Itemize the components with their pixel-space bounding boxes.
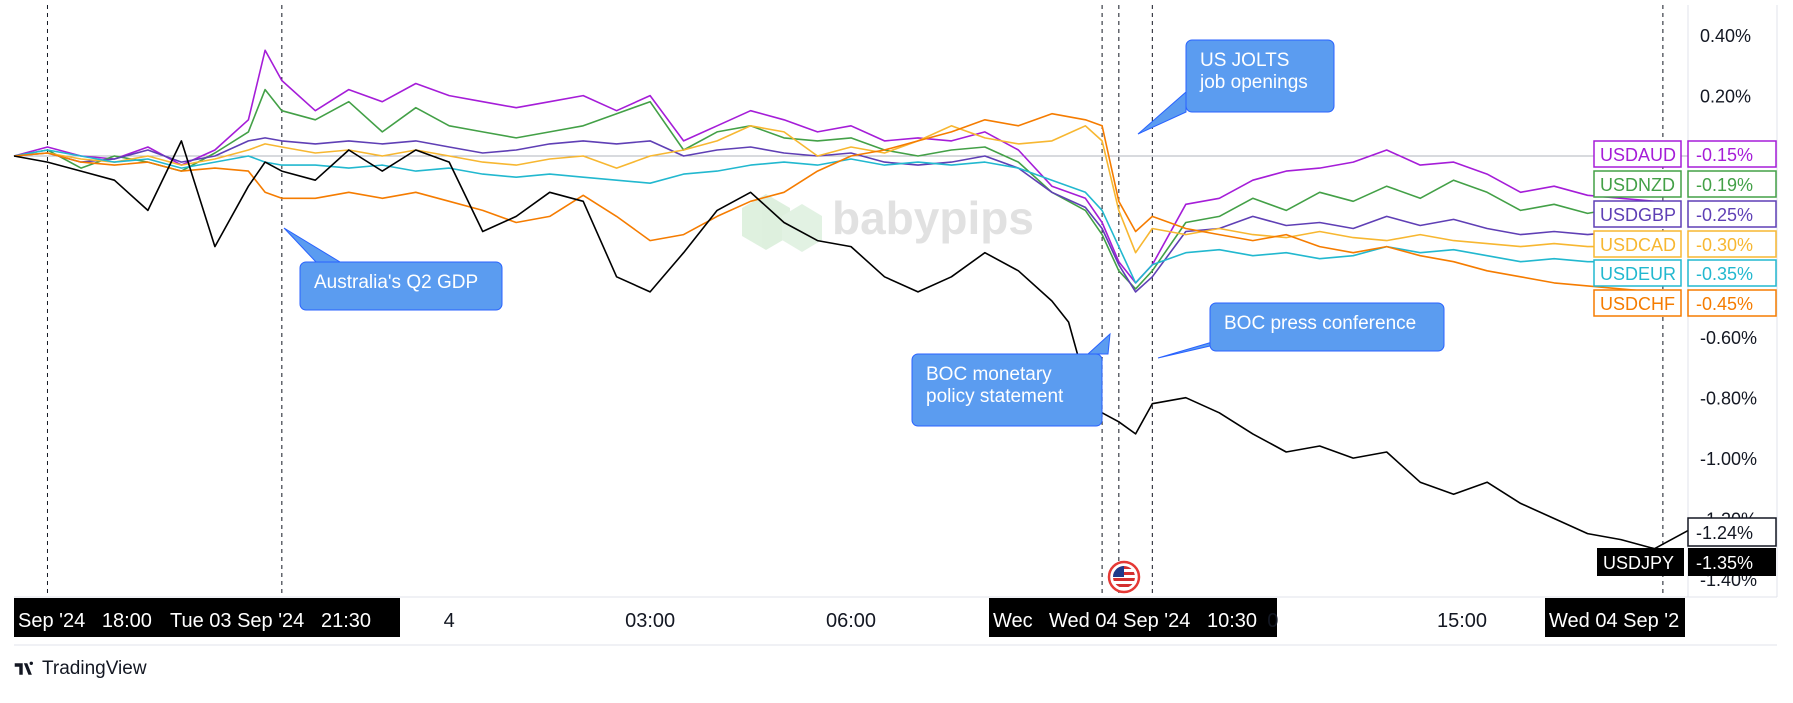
- watermark-text: babypips: [832, 192, 1034, 244]
- callout-boc-press[interactable]: BOC press conference: [1157, 302, 1445, 359]
- series-value-label: -0.25%: [1696, 205, 1753, 225]
- callout-text: US JOLTS: [1200, 50, 1289, 71]
- watermark: babypips: [742, 192, 1034, 252]
- x-tick-highlight-box: [1045, 598, 1277, 637]
- tradingview-logo-icon: [14, 661, 33, 675]
- series-line-usdeur: [13, 149, 1655, 284]
- x-tick-label: Wed 04 Sep '24 10:30: [1049, 610, 1257, 632]
- callout-box: [1185, 39, 1335, 113]
- series-name-box: [1593, 289, 1682, 317]
- series-value-label: -1.35%: [1696, 553, 1753, 573]
- series-line-usdchf: [13, 112, 1655, 293]
- series-name-label: USDAUD: [1600, 145, 1676, 165]
- x-tick-label: Sep '24 18:00: [18, 610, 152, 632]
- series-name-label: USDCHF: [1600, 294, 1675, 314]
- series-layer: [13, 49, 1689, 550]
- x-tick-label: Tue 03 Sep '24 21:30: [170, 610, 371, 632]
- callout-pointer: [283, 227, 342, 263]
- tradingview-brand[interactable]: TradingView: [14, 658, 147, 680]
- x-tick-label: 15:00: [1437, 610, 1487, 632]
- x-tick-highlight-box: [166, 598, 400, 637]
- series-value-label: -0.45%: [1696, 294, 1753, 314]
- series-value-box: [1687, 259, 1777, 287]
- series-line-usdjpy: [13, 140, 1689, 550]
- series-value-box: [1687, 230, 1777, 258]
- series-name-box: [1593, 200, 1682, 228]
- series-value-label: -0.15%: [1696, 145, 1753, 165]
- series-value-box: [1687, 170, 1777, 198]
- callout-text: BOC press conference: [1224, 313, 1416, 334]
- y-tick-label: 0.20%: [1700, 87, 1751, 107]
- callout-box: [299, 261, 503, 311]
- y-tick-label: -0.80%: [1700, 389, 1757, 409]
- x-tick-label: 0: [1267, 610, 1278, 632]
- series-value-box: [1687, 140, 1777, 168]
- callout-box: [911, 353, 1103, 427]
- series-name-label: USDJPY: [1603, 553, 1674, 573]
- y-tick-label: -1.00%: [1700, 449, 1757, 469]
- callout-box: [1209, 302, 1445, 352]
- grid-layer: [14, 5, 1778, 646]
- y-tick-label: 0.40%: [1700, 26, 1751, 46]
- watermark-logo-icon: [742, 194, 822, 252]
- callout-text: policy statement: [926, 386, 1064, 407]
- event-lines: [46, 5, 1664, 597]
- series-value-box: [1687, 289, 1777, 317]
- x-tick-label: 06:00: [826, 610, 876, 632]
- callout-pointer: [1086, 332, 1111, 355]
- last-price-box: [1687, 517, 1777, 547]
- series-name-label: USDCAD: [1600, 235, 1676, 255]
- series-line-usdnzd: [13, 88, 1655, 290]
- callout-text: Australia's Q2 GDP: [314, 272, 478, 293]
- tradingview-name: TradingView: [42, 658, 147, 679]
- axes: 0.40%0.20%-0.60%-0.80%-1.00%-1.20%-1.40%…: [14, 26, 1777, 637]
- series-name-box: [1593, 140, 1682, 168]
- x-tick-label: 4: [444, 610, 455, 632]
- series-line-usdcad: [13, 125, 1655, 254]
- series-name-box: [1593, 230, 1682, 258]
- x-tick-label: Wed 04 Sep '2: [1549, 610, 1679, 632]
- y-tick-label: -0.60%: [1700, 328, 1757, 348]
- series-line-usdgbp: [13, 137, 1655, 293]
- x-tick-label: 03:00: [625, 610, 675, 632]
- series-name-label: USDGBP: [1600, 205, 1676, 225]
- series-value-label: -0.30%: [1696, 235, 1753, 255]
- callout-australia-gdp[interactable]: Australia's Q2 GDP: [283, 227, 503, 311]
- series-line-usdaud: [13, 49, 1655, 284]
- series-name-box: [1593, 170, 1682, 198]
- series-value-box: [1688, 548, 1776, 576]
- us-flag-icon[interactable]: [1107, 560, 1141, 594]
- x-tick-label: Wec: [993, 610, 1033, 632]
- x-tick-highlight-box: [1545, 598, 1685, 637]
- series-name-box: [1593, 259, 1682, 287]
- callout-text: job openings: [1199, 72, 1308, 93]
- series-name-label: USDNZD: [1600, 175, 1675, 195]
- callout-text: BOC monetary: [926, 364, 1052, 385]
- series-value-label: -0.19%: [1696, 175, 1753, 195]
- series-value-label: -0.35%: [1696, 264, 1753, 284]
- series-name-label: USDEUR: [1600, 264, 1676, 284]
- callout-pointer: [1137, 90, 1187, 135]
- last-price-label: -1.24%: [1696, 523, 1753, 543]
- x-tick-highlight-box: [989, 598, 1045, 637]
- series-value-box: [1687, 200, 1777, 228]
- x-tick-highlight-box: [14, 598, 174, 637]
- series-name-box: [1597, 548, 1684, 576]
